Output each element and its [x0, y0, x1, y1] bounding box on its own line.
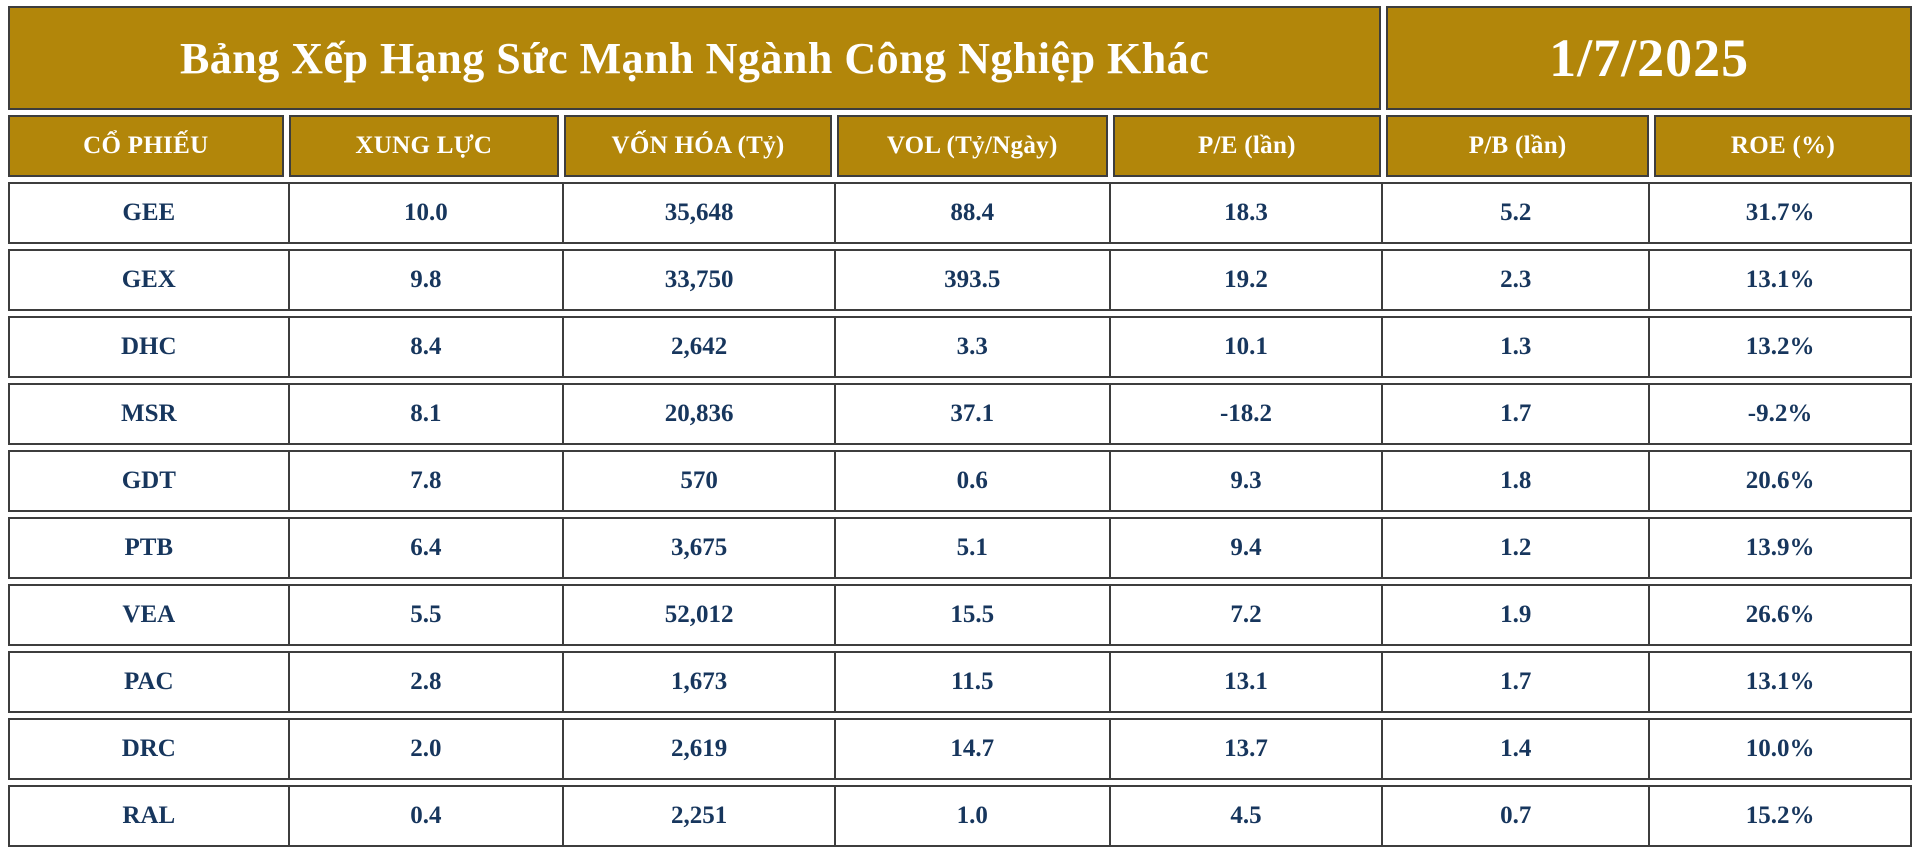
value-cell: 18.3 [1110, 184, 1382, 242]
value-cell: 1.9 [1383, 586, 1649, 644]
value-cell: 5.1 [835, 519, 1109, 577]
value-cell: -9.2% [1650, 385, 1910, 443]
title-band: Bảng Xếp Hạng Sức Mạnh Ngành Công Nghiệp… [8, 6, 1912, 110]
value-cell: 5.5 [289, 586, 563, 644]
ticker-cell: GEX [10, 251, 288, 309]
ticker-cell: DHC [10, 318, 288, 376]
value-cell: 2.8 [289, 653, 563, 711]
table-row: GEX 9.8 33,750 393.5 19.2 2.3 13.1% [8, 249, 1912, 311]
value-cell: 7.2 [1110, 586, 1382, 644]
table-row: MSR 8.1 20,836 37.1 -18.2 1.7 -9.2% [8, 383, 1912, 445]
table-row: GDT 7.8 570 0.6 9.3 1.8 20.6% [8, 450, 1912, 512]
ticker-cell: PTB [10, 519, 288, 577]
table-row: RAL 0.4 2,251 1.0 4.5 0.7 15.2% [8, 785, 1912, 847]
value-cell: 37.1 [835, 385, 1109, 443]
value-cell: 2.3 [1383, 251, 1649, 309]
column-header-row: CỔ PHIẾU XUNG LỰC VỐN HÓA (Tỷ) VOL (Tỷ/Ngày… [8, 115, 1912, 177]
value-cell: 9.8 [289, 251, 563, 309]
value-cell: 13.9% [1650, 519, 1910, 577]
value-cell: 1.3 [1383, 318, 1649, 376]
ticker-cell: MSR [10, 385, 288, 443]
value-cell: 2,642 [564, 318, 834, 376]
table-body: GEE 10.0 35,648 88.4 18.3 5.2 31.7% GEX 9.8 33,75… [8, 182, 1912, 847]
column-header: P/E (lần) [1112, 115, 1382, 177]
value-cell: 2,251 [564, 787, 834, 845]
value-cell: 1.4 [1383, 720, 1649, 778]
value-cell: 0.6 [835, 452, 1109, 510]
table-row: PTB 6.4 3,675 5.1 9.4 1.2 13.9% [8, 517, 1912, 579]
value-cell: 19.2 [1110, 251, 1382, 309]
value-cell: 26.6% [1650, 586, 1910, 644]
value-cell: 570 [564, 452, 834, 510]
table-row: DHC 8.4 2,642 3.3 10.1 1.3 13.2% [8, 316, 1912, 378]
value-cell: 2.0 [289, 720, 563, 778]
value-cell: 7.8 [289, 452, 563, 510]
page-title: Bảng Xếp Hạng Sức Mạnh Ngành Công Nghiệp… [8, 6, 1382, 110]
value-cell: 6.4 [289, 519, 563, 577]
ticker-cell: RAL [10, 787, 288, 845]
ticker-cell: VEA [10, 586, 288, 644]
value-cell: 31.7% [1650, 184, 1910, 242]
column-header: XUNG LỰC [288, 115, 560, 177]
value-cell: 15.5 [835, 586, 1109, 644]
value-cell: 52,012 [564, 586, 834, 644]
value-cell: 10.0 [289, 184, 563, 242]
column-header: VỐN HÓA (Tỷ) [564, 115, 832, 177]
value-cell: 20,836 [564, 385, 834, 443]
value-cell: 13.7 [1110, 720, 1382, 778]
value-cell: 13.1 [1110, 653, 1382, 711]
value-cell: 11.5 [835, 653, 1109, 711]
value-cell: 10.0% [1650, 720, 1910, 778]
value-cell: 1,673 [564, 653, 834, 711]
value-cell: 10.1 [1110, 318, 1382, 376]
ticker-cell: GEE [10, 184, 288, 242]
value-cell: 1.0 [835, 787, 1109, 845]
value-cell: 1.7 [1383, 653, 1649, 711]
report-date: 1/7/2025 [1386, 6, 1912, 110]
value-cell: 8.1 [289, 385, 563, 443]
value-cell: 9.3 [1110, 452, 1382, 510]
value-cell: 20.6% [1650, 452, 1910, 510]
ticker-cell: GDT [10, 452, 288, 510]
value-cell: 13.1% [1650, 251, 1910, 309]
value-cell: 13.2% [1650, 318, 1910, 376]
value-cell: 13.1% [1650, 653, 1910, 711]
value-cell: 2,619 [564, 720, 834, 778]
value-cell: 4.5 [1110, 787, 1382, 845]
value-cell: 1.2 [1383, 519, 1649, 577]
ticker-cell: PAC [10, 653, 288, 711]
value-cell: 3,675 [564, 519, 834, 577]
table-row: GEE 10.0 35,648 88.4 18.3 5.2 31.7% [8, 182, 1912, 244]
value-cell: 5.2 [1383, 184, 1649, 242]
value-cell: 88.4 [835, 184, 1109, 242]
value-cell: 9.4 [1110, 519, 1382, 577]
value-cell: 3.3 [835, 318, 1109, 376]
value-cell: 15.2% [1650, 787, 1910, 845]
value-cell: 393.5 [835, 251, 1109, 309]
value-cell: 1.7 [1383, 385, 1649, 443]
column-header: CỔ PHIẾU [8, 115, 284, 177]
value-cell: 0.4 [289, 787, 563, 845]
value-cell: 1.8 [1383, 452, 1649, 510]
table-row: PAC 2.8 1,673 11.5 13.1 1.7 13.1% [8, 651, 1912, 713]
column-header: ROE (%) [1654, 115, 1912, 177]
ticker-cell: DRC [10, 720, 288, 778]
column-header: VOL (Tỷ/Ngày) [836, 115, 1108, 177]
value-cell: 33,750 [564, 251, 834, 309]
column-header: P/B (lần) [1386, 115, 1650, 177]
value-cell: 14.7 [835, 720, 1109, 778]
table-row: DRC 2.0 2,619 14.7 13.7 1.4 10.0% [8, 718, 1912, 780]
value-cell: 0.7 [1383, 787, 1649, 845]
value-cell: 8.4 [289, 318, 563, 376]
table-row: VEA 5.5 52,012 15.5 7.2 1.9 26.6% [8, 584, 1912, 646]
value-cell: -18.2 [1110, 385, 1382, 443]
value-cell: 35,648 [564, 184, 834, 242]
